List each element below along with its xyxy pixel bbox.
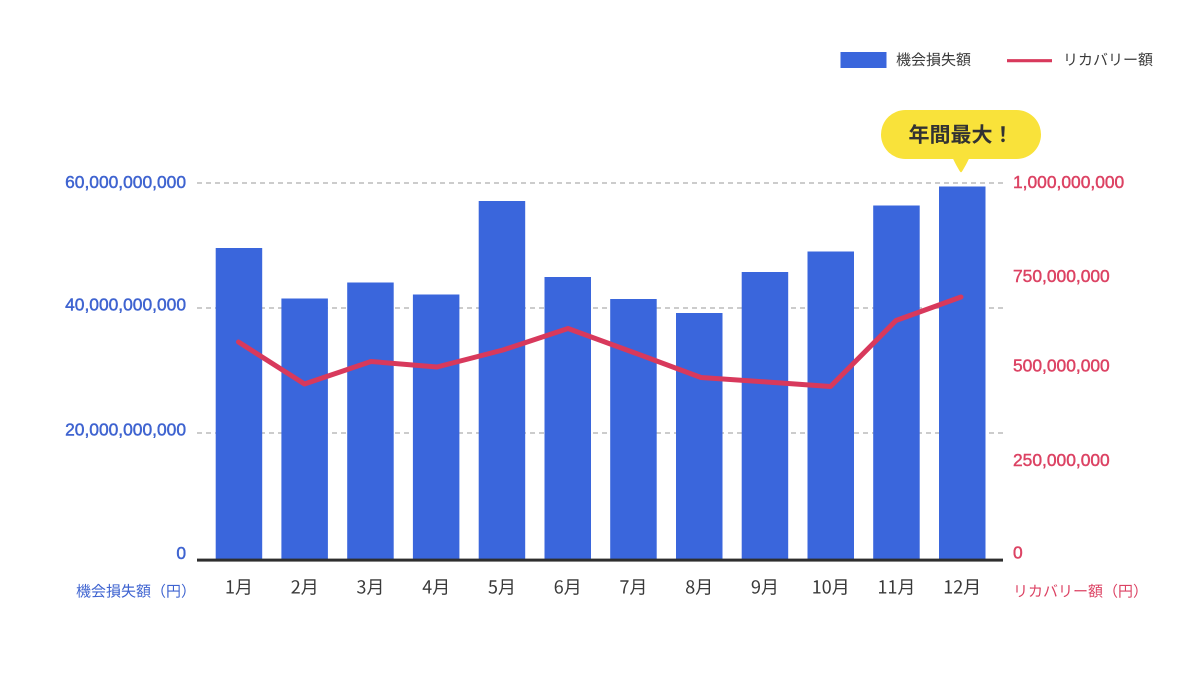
svg-text:0: 0 xyxy=(1013,543,1023,563)
svg-text:40,000,000,000: 40,000,000,000 xyxy=(65,295,186,315)
svg-text:20,000,000,000: 20,000,000,000 xyxy=(65,420,186,440)
svg-text:0: 0 xyxy=(176,543,186,563)
svg-text:500,000,000: 500,000,000 xyxy=(1013,356,1110,376)
svg-text:1,000,000,000: 1,000,000,000 xyxy=(1013,172,1124,192)
svg-text:750,000,000: 750,000,000 xyxy=(1013,266,1110,286)
svg-text:60,000,000,000: 60,000,000,000 xyxy=(65,172,186,192)
svg-text:250,000,000: 250,000,000 xyxy=(1013,450,1110,470)
